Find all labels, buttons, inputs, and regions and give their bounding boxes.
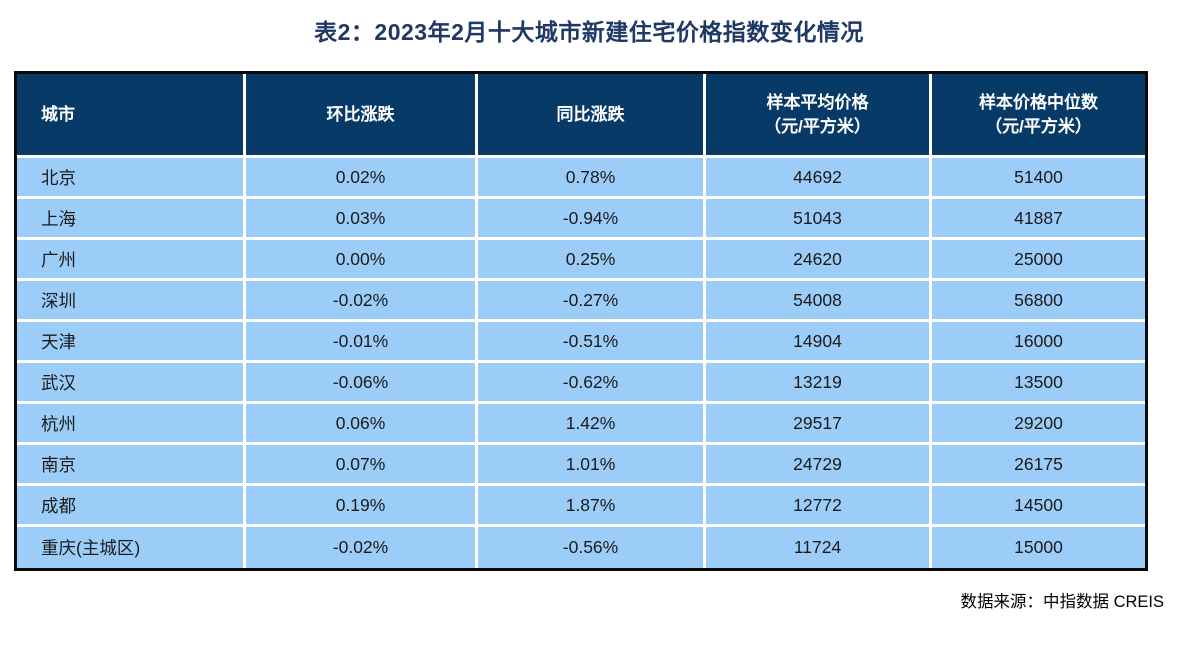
col-header-sample-avg-price: 样本平均价格 （元/平方米） — [706, 74, 932, 158]
cell-sample-avg-price: 14904 — [706, 322, 932, 363]
cell-sample-avg-price: 24620 — [706, 240, 932, 281]
cell-sample-median-price: 16000 — [932, 322, 1145, 363]
cell-mom-change: -0.02% — [246, 281, 478, 322]
cell-mom-change: 0.02% — [246, 158, 478, 199]
cell-yoy-change: 1.87% — [478, 486, 706, 527]
table-row: 重庆(主城区) -0.02% -0.56% 11724 15000 — [17, 527, 1145, 568]
table-row: 上海 0.03% -0.94% 51043 41887 — [17, 199, 1145, 240]
cell-sample-median-price: 14500 — [932, 486, 1145, 527]
cell-sample-median-price: 41887 — [932, 199, 1145, 240]
cell-yoy-change: -0.94% — [478, 199, 706, 240]
cell-city: 深圳 — [17, 281, 246, 322]
cell-sample-median-price: 26175 — [932, 445, 1145, 486]
cell-city: 南京 — [17, 445, 246, 486]
table-row: 成都 0.19% 1.87% 12772 14500 — [17, 486, 1145, 527]
cell-city: 北京 — [17, 158, 246, 199]
data-source-note: 数据来源：中指数据 CREIS — [960, 593, 1164, 611]
table-row: 杭州 0.06% 1.42% 29517 29200 — [17, 404, 1145, 445]
cell-sample-avg-price: 12772 — [706, 486, 932, 527]
cell-sample-avg-price: 24729 — [706, 445, 932, 486]
cell-sample-avg-price: 29517 — [706, 404, 932, 445]
cell-city: 成都 — [17, 486, 246, 527]
table-row: 天津 -0.01% -0.51% 14904 16000 — [17, 322, 1145, 363]
table-row: 北京 0.02% 0.78% 44692 51400 — [17, 158, 1145, 199]
cell-yoy-change: -0.62% — [478, 363, 706, 404]
cell-mom-change: 0.03% — [246, 199, 478, 240]
cell-city: 重庆(主城区) — [17, 527, 246, 568]
price-index-table: 城市 环比涨跌 同比涨跌 样本平均价格 （元/平方米） 样本价格中位数 （元/平… — [14, 71, 1148, 571]
cell-yoy-change: -0.27% — [478, 281, 706, 322]
cell-yoy-change: 1.42% — [478, 404, 706, 445]
cell-mom-change: 0.07% — [246, 445, 478, 486]
cell-mom-change: 0.19% — [246, 486, 478, 527]
cell-yoy-change: 0.78% — [478, 158, 706, 199]
cell-sample-avg-price: 51043 — [706, 199, 932, 240]
col-header-sample-median-price: 样本价格中位数 （元/平方米） — [932, 74, 1145, 158]
cell-mom-change: -0.02% — [246, 527, 478, 568]
cell-city: 天津 — [17, 322, 246, 363]
cell-city: 武汉 — [17, 363, 246, 404]
cell-sample-median-price: 56800 — [932, 281, 1145, 322]
cell-city: 上海 — [17, 199, 246, 240]
cell-sample-median-price: 25000 — [932, 240, 1145, 281]
cell-sample-avg-price: 13219 — [706, 363, 932, 404]
col-header-city: 城市 — [17, 74, 246, 158]
cell-mom-change: 0.06% — [246, 404, 478, 445]
cell-yoy-change: -0.51% — [478, 322, 706, 363]
cell-sample-median-price: 15000 — [932, 527, 1145, 568]
cell-sample-avg-price: 44692 — [706, 158, 932, 199]
cell-mom-change: -0.06% — [246, 363, 478, 404]
cell-sample-median-price: 29200 — [932, 404, 1145, 445]
cell-sample-avg-price: 11724 — [706, 527, 932, 568]
table-row: 深圳 -0.02% -0.27% 54008 56800 — [17, 281, 1145, 322]
cell-sample-median-price: 51400 — [932, 158, 1145, 199]
page-title: 表2：2023年2月十大城市新建住宅价格指数变化情况 — [314, 19, 864, 45]
cell-yoy-change: 1.01% — [478, 445, 706, 486]
cell-mom-change: -0.01% — [246, 322, 478, 363]
cell-city: 杭州 — [17, 404, 246, 445]
cell-city: 广州 — [17, 240, 246, 281]
col-header-yoy-change: 同比涨跌 — [478, 74, 706, 158]
cell-yoy-change: -0.56% — [478, 527, 706, 568]
col-header-mom-change: 环比涨跌 — [246, 74, 478, 158]
cell-yoy-change: 0.25% — [478, 240, 706, 281]
table-row: 南京 0.07% 1.01% 24729 26175 — [17, 445, 1145, 486]
table-row: 武汉 -0.06% -0.62% 13219 13500 — [17, 363, 1145, 404]
cell-mom-change: 0.00% — [246, 240, 478, 281]
cell-sample-avg-price: 54008 — [706, 281, 932, 322]
table-header-row: 城市 环比涨跌 同比涨跌 样本平均价格 （元/平方米） 样本价格中位数 （元/平… — [17, 74, 1145, 158]
table-row: 广州 0.00% 0.25% 24620 25000 — [17, 240, 1145, 281]
cell-sample-median-price: 13500 — [932, 363, 1145, 404]
